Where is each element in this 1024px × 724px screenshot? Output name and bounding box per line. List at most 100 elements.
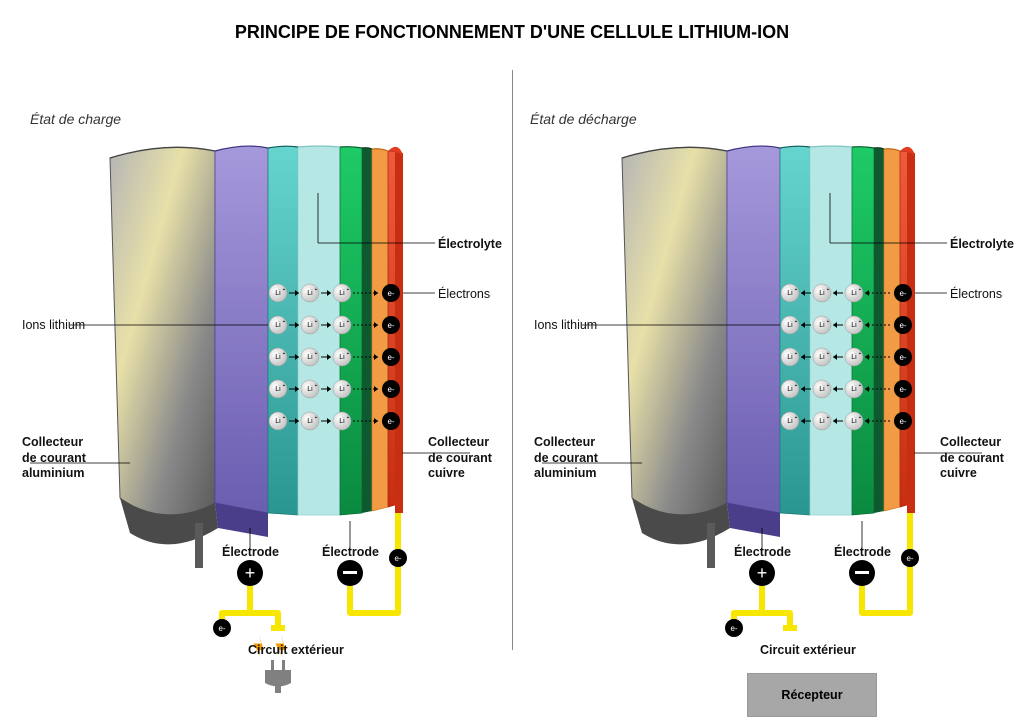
svg-text:+: + — [827, 383, 830, 389]
svg-text:+: + — [315, 319, 318, 325]
label-collector-al-r: Collecteur de courant aluminium — [534, 435, 598, 482]
svg-text:+: + — [315, 287, 318, 293]
svg-text:+: + — [347, 415, 350, 421]
svg-text:e-: e- — [387, 289, 394, 298]
svg-text:Li: Li — [851, 354, 857, 361]
svg-text:+: + — [827, 319, 830, 325]
label-circuit-r: Circuit extérieur — [760, 643, 856, 659]
svg-text:e-: e- — [387, 353, 394, 362]
svg-text:Li: Li — [275, 290, 281, 297]
svg-text:+: + — [795, 351, 798, 357]
svg-text:Li: Li — [819, 354, 825, 361]
svg-text:+: + — [859, 287, 862, 293]
svg-text:+: + — [827, 351, 830, 357]
svg-text:Li: Li — [851, 290, 857, 297]
svg-text:+: + — [315, 415, 318, 421]
svg-text:+: + — [283, 319, 286, 325]
svg-text:+: + — [757, 563, 768, 583]
svg-text:Li: Li — [851, 418, 857, 425]
svg-text:+: + — [347, 319, 350, 325]
svg-text:Li: Li — [339, 354, 345, 361]
state-label-discharge: État de décharge — [530, 111, 637, 127]
svg-text:+: + — [859, 415, 862, 421]
receptor-box: Récepteur — [747, 673, 877, 717]
panel-discharge: État de décharge — [512, 43, 1024, 717]
svg-text:Li: Li — [307, 354, 313, 361]
svg-text:+: + — [315, 383, 318, 389]
label-ions: Ions lithium — [22, 318, 85, 334]
svg-text:Li: Li — [819, 322, 825, 329]
svg-text:e-: e- — [899, 353, 906, 362]
label-circuit: Circuit extérieur — [248, 643, 344, 659]
label-electrons: Électrons — [438, 287, 490, 303]
svg-text:Li: Li — [275, 354, 281, 361]
svg-text:Li: Li — [819, 386, 825, 393]
svg-text:e-: e- — [899, 321, 906, 330]
svg-text:e-: e- — [899, 417, 906, 426]
panel-charge: État de charge — [0, 43, 512, 717]
svg-text:e-: e- — [899, 289, 906, 298]
svg-text:Li: Li — [339, 290, 345, 297]
label-electrode-neg: Électrode — [322, 545, 379, 561]
svg-text:Li: Li — [275, 386, 281, 393]
svg-text:e-: e- — [387, 385, 394, 394]
svg-text:Li: Li — [787, 386, 793, 393]
svg-text:+: + — [283, 351, 286, 357]
svg-text:+: + — [795, 319, 798, 325]
svg-text:Li: Li — [307, 386, 313, 393]
svg-text:Li: Li — [819, 290, 825, 297]
svg-text:+: + — [859, 383, 862, 389]
svg-text:+: + — [827, 287, 830, 293]
state-label-charge: État de charge — [30, 111, 121, 127]
svg-text:Li: Li — [339, 418, 345, 425]
svg-text:+: + — [347, 287, 350, 293]
main-title: PRINCIPE DE FONCTIONNEMENT D'UNE CELLULE… — [0, 0, 1024, 43]
svg-text:+: + — [283, 287, 286, 293]
svg-text:Li: Li — [275, 418, 281, 425]
label-electrode-pos-r: Électrode — [734, 545, 791, 561]
svg-text:Li: Li — [307, 322, 313, 329]
svg-text:+: + — [795, 383, 798, 389]
label-electrolyte: Électrolyte — [438, 237, 502, 253]
svg-text:+: + — [283, 415, 286, 421]
svg-text:+: + — [859, 319, 862, 325]
svg-text:Li: Li — [339, 386, 345, 393]
svg-text:+: + — [245, 563, 256, 583]
svg-text:+: + — [827, 415, 830, 421]
label-electrons-r: Électrons — [950, 287, 1002, 303]
svg-text:Li: Li — [851, 386, 857, 393]
svg-text:Li: Li — [851, 322, 857, 329]
svg-text:Li: Li — [819, 418, 825, 425]
label-collector-al: Collecteur de courant aluminium — [22, 435, 86, 482]
svg-text:Li: Li — [787, 322, 793, 329]
svg-text:+: + — [283, 383, 286, 389]
svg-text:Li: Li — [307, 418, 313, 425]
label-electrode-pos: Électrode — [222, 545, 279, 561]
label-collector-cu: Collecteur de courant cuivre — [428, 435, 492, 482]
svg-text:+: + — [347, 351, 350, 357]
svg-text:Li: Li — [787, 354, 793, 361]
svg-text:e-: e- — [394, 554, 401, 563]
svg-text:e-: e- — [218, 624, 225, 633]
svg-text:Li: Li — [787, 418, 793, 425]
label-electrolyte-r: Électrolyte — [950, 237, 1014, 253]
cell-diagram-charge: Li+ Li+ Li+ e- Li+ Li+ Li+ — [0, 133, 512, 693]
svg-text:+: + — [859, 351, 862, 357]
svg-text:Li: Li — [275, 322, 281, 329]
label-electrode-neg-r: Électrode — [834, 545, 891, 561]
svg-text:Li: Li — [787, 290, 793, 297]
svg-text:+: + — [795, 415, 798, 421]
label-ions-r: Ions lithium — [534, 318, 597, 334]
svg-text:Li: Li — [307, 290, 313, 297]
svg-text:+: + — [347, 383, 350, 389]
label-collector-cu-r: Collecteur de courant cuivre — [940, 435, 1004, 482]
svg-text:e-: e- — [387, 321, 394, 330]
svg-text:e-: e- — [899, 385, 906, 394]
svg-text:e-: e- — [730, 624, 737, 633]
cell-diagram-discharge: Li+ Li+ Li+ e- Li+ Li+ Li+ e- — [512, 133, 1024, 693]
svg-text:+: + — [315, 351, 318, 357]
svg-text:+: + — [795, 287, 798, 293]
svg-text:e-: e- — [906, 554, 913, 563]
svg-text:Li: Li — [339, 322, 345, 329]
svg-text:e-: e- — [387, 417, 394, 426]
